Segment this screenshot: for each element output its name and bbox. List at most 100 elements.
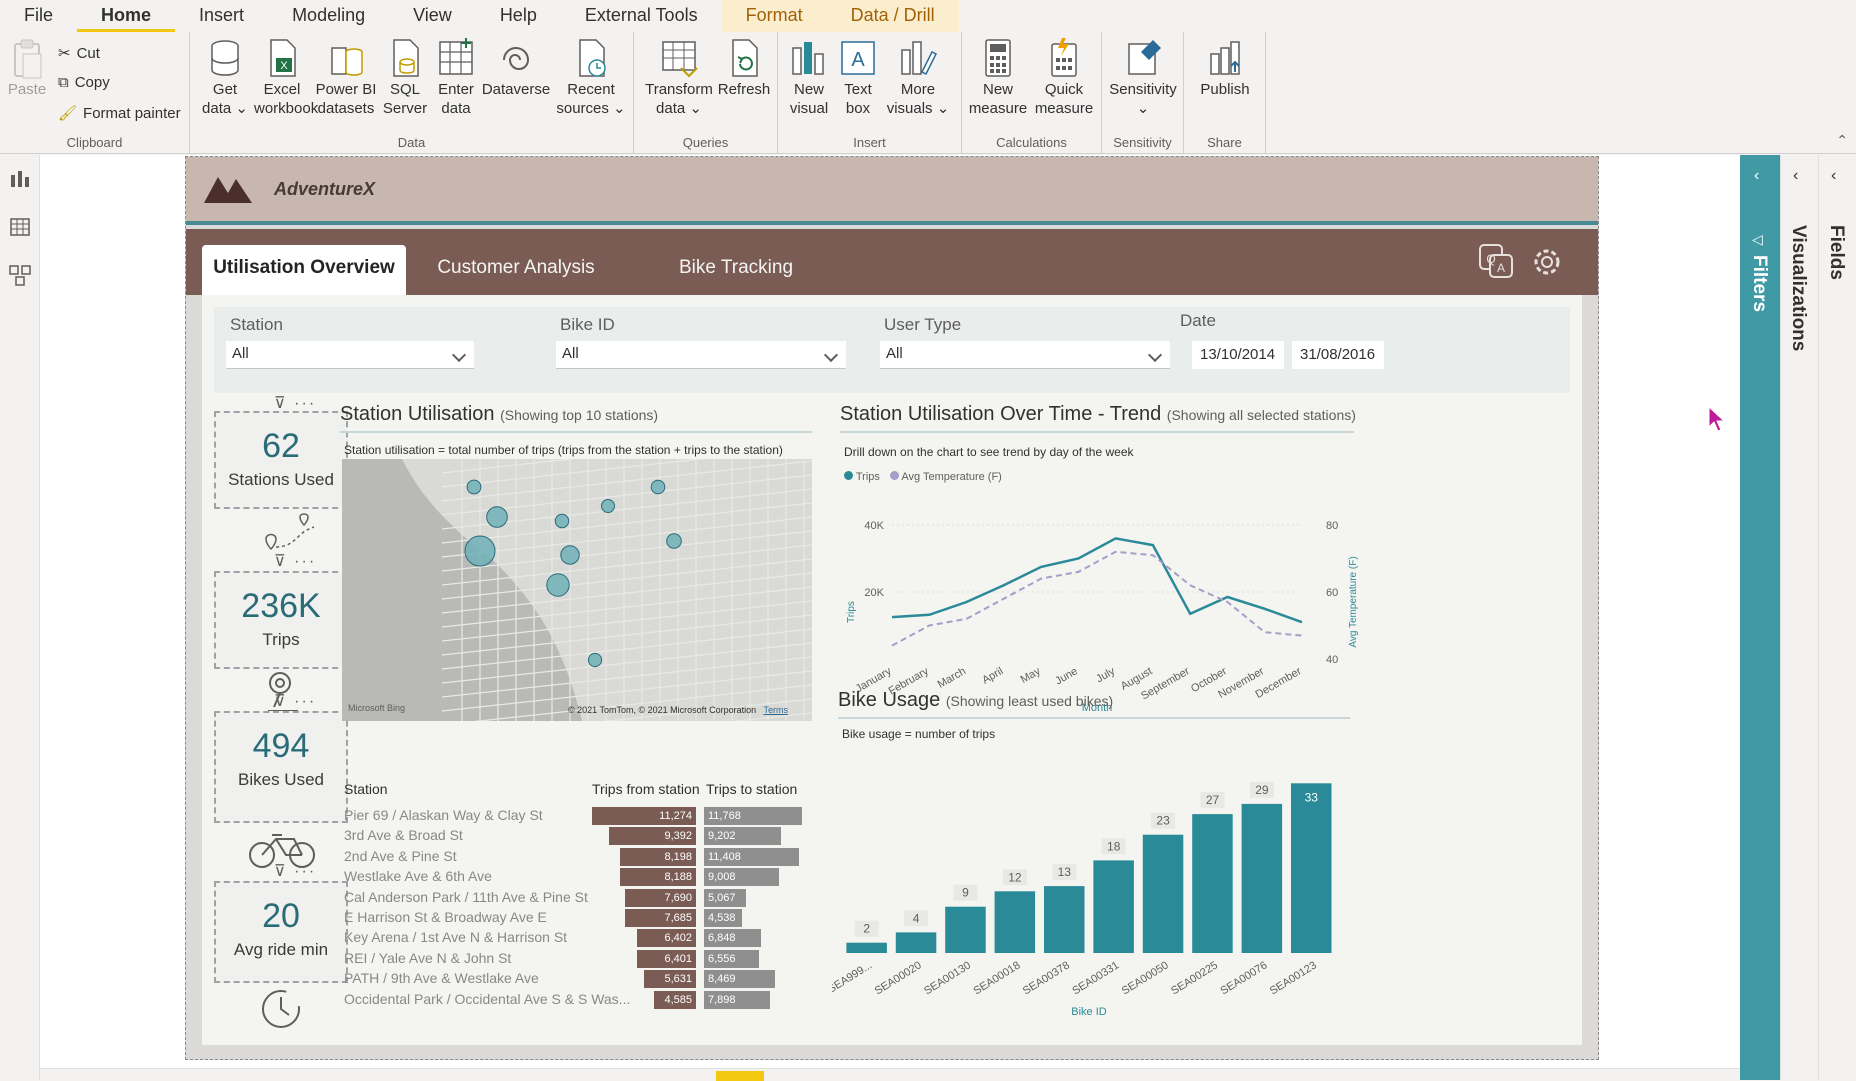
- data-label-bg: [1299, 789, 1324, 806]
- station-slicer-dropdown[interactable]: All: [226, 341, 474, 369]
- tab-utilisation-overview[interactable]: Utilisation Overview: [202, 245, 406, 295]
- more-visuals-button[interactable]: More visuals ⌄: [882, 38, 954, 118]
- date-from-input[interactable]: 13/10/2014: [1192, 341, 1284, 369]
- station-row-label[interactable]: Occidental Park / Occidental Ave S & S W…: [344, 990, 631, 1007]
- menu-file[interactable]: File: [24, 5, 54, 25]
- enter-data-button[interactable]: Enter data: [434, 38, 478, 118]
- excel-workbook-button[interactable]: X Excel workbook: [254, 38, 318, 118]
- user-type-slicer-dropdown[interactable]: All: [880, 341, 1170, 369]
- visualizations-pane[interactable]: ‹ Visualizations: [1780, 155, 1818, 1080]
- enter-data-l1: Enter: [438, 81, 474, 98]
- quick-measure-button[interactable]: Quick measure: [1032, 38, 1096, 118]
- fields-pane[interactable]: ‹ Fields: [1818, 155, 1856, 1080]
- station-row-label[interactable]: Cal Anderson Park / 11th Ave & Pine St: [344, 888, 588, 905]
- station-row-label[interactable]: 2nd Ave & Pine St: [344, 847, 457, 864]
- new-visual-button[interactable]: New visual: [784, 38, 834, 118]
- kpi-card-avg-ride: 20 Avg ride min: [214, 881, 348, 983]
- bike-bar: [895, 932, 937, 953]
- new-measure-l1: New: [982, 81, 1013, 98]
- queries-group-label: Queries: [682, 135, 729, 150]
- format-painter-button[interactable]: 🖌 Format painter: [58, 104, 181, 123]
- station-row-label[interactable]: Pier 69 / Alaskan Way & Clay St: [344, 807, 543, 823]
- dataverse-button[interactable]: Dataverse: [480, 38, 552, 99]
- legend-item-temp[interactable]: Avg Temperature (F): [889, 471, 1002, 483]
- collapse-left-icon[interactable]: ‹: [1754, 167, 1760, 184]
- x-tick-label: SEA999...: [832, 959, 874, 995]
- brush-icon: 🖌: [58, 105, 78, 122]
- data-label: 4: [913, 911, 920, 925]
- kpi-value: 62: [262, 427, 300, 465]
- station-row-label[interactable]: REI / Yale Ave N & John St: [344, 949, 512, 966]
- menu-view[interactable]: View: [413, 5, 452, 25]
- x-tick-label: SEA00378: [1021, 959, 1072, 997]
- model-view-icon[interactable]: [8, 263, 32, 287]
- copy-icon: ⧉: [58, 74, 69, 91]
- legend-item-trips[interactable]: Trips: [844, 471, 880, 483]
- x-axis-label: Month: [1082, 702, 1113, 714]
- date-to-input[interactable]: 31/08/2016: [1292, 341, 1384, 369]
- menu-external-tools[interactable]: External Tools: [584, 5, 698, 25]
- station-row-label[interactable]: PATH / 9th Ave & Westlake Ave: [344, 970, 539, 987]
- y-right-axis-label: Avg Temperature (F): [1348, 556, 1359, 647]
- menu-format[interactable]: Format: [721, 0, 827, 32]
- visual-header-tools[interactable]: ⊽ ···: [274, 863, 317, 880]
- visual-header-tools[interactable]: ⊽ ···: [274, 693, 317, 710]
- station-bubble: [560, 545, 580, 565]
- kpi-value: 236K: [241, 587, 321, 625]
- stations-map-pins-icon: [214, 511, 348, 561]
- cut-button[interactable]: ✂ Cut: [58, 44, 100, 63]
- menu-home[interactable]: Home: [77, 0, 176, 32]
- menu-insert[interactable]: Insert: [199, 5, 245, 25]
- sql-l2: Server: [382, 100, 428, 117]
- trips-to-bar: 7,898: [704, 990, 770, 1009]
- visual-header-tools[interactable]: ⊽ ···: [274, 395, 317, 412]
- y-tick-label: 40K: [864, 520, 884, 532]
- collapse-left-icon[interactable]: ‹: [1831, 167, 1837, 184]
- text-box-button[interactable]: A Text box: [836, 38, 880, 118]
- table-header-station[interactable]: Station: [344, 781, 388, 797]
- station-map[interactable]: Microsoft Bing © 2021 TomTom, © 2021 Mic…: [342, 459, 812, 721]
- power-bi-datasets-button[interactable]: Power BI datasets: [314, 38, 378, 118]
- tab-customer-analysis[interactable]: Customer Analysis: [437, 257, 595, 278]
- y-right-tick-label: 60: [1326, 587, 1338, 599]
- settings-gear-icon[interactable]: [1528, 243, 1566, 286]
- collapse-left-icon[interactable]: ‹: [1793, 167, 1799, 184]
- menu-help[interactable]: Help: [499, 5, 537, 25]
- menu-data-drill[interactable]: Data / Drill: [826, 0, 959, 32]
- copy-button[interactable]: ⧉ Copy: [58, 74, 110, 91]
- filters-pane[interactable]: ‹ ◁ Filters: [1740, 155, 1780, 1080]
- table-header-trips-from[interactable]: Trips from station: [592, 781, 700, 797]
- table-header-trips-to[interactable]: Trips to station: [706, 781, 798, 797]
- kpi-label: Trips: [262, 630, 300, 649]
- paste-button[interactable]: Paste: [6, 38, 48, 99]
- menu-modeling[interactable]: Modeling: [292, 5, 366, 25]
- sql-server-button[interactable]: SQL Server: [380, 38, 430, 118]
- terms-link[interactable]: Terms: [763, 705, 789, 715]
- station-row-label[interactable]: 3rd Ave & Broad St: [344, 827, 463, 844]
- report-page: AdventureX Utilisation Overview Customer…: [185, 156, 1599, 1060]
- station-row-label[interactable]: Key Arena / 1st Ave N & Harrison St: [344, 929, 568, 946]
- sensitivity-button[interactable]: Sensitivity ⌄: [1106, 38, 1180, 118]
- bike-usage-bar-chart[interactable]: 2 SEA999... 4 SEA00020 9 SEA00130 12 SEA00018 13…: [832, 743, 1362, 1033]
- report-view-icon[interactable]: [8, 167, 32, 191]
- station-row-label[interactable]: Westlake Ave & 6th Ave: [344, 868, 492, 885]
- refresh-button[interactable]: Refresh: [716, 38, 772, 99]
- bike-slicer-dropdown[interactable]: All: [556, 341, 846, 369]
- recent-sources-button[interactable]: Recent sources ⌄: [556, 38, 626, 118]
- bike-visual-subtitle: Bike usage = number of trips: [842, 727, 996, 741]
- visual-header-tools[interactable]: ⊽ ···: [274, 553, 317, 570]
- data-view-icon[interactable]: [8, 215, 32, 239]
- transform-icon: [659, 38, 699, 78]
- new-measure-button[interactable]: New measure: [966, 38, 1030, 118]
- collapse-ribbon-icon[interactable]: ⌃: [1836, 132, 1848, 148]
- station-row-label[interactable]: E Harrison St & Broadway Ave E: [344, 909, 547, 925]
- tab-bike-tracking[interactable]: Bike Tracking: [678, 257, 794, 278]
- title-underline: [838, 717, 1350, 719]
- publish-button[interactable]: Publish: [1192, 38, 1258, 99]
- sql-l1: SQL: [389, 81, 420, 98]
- transform-data-button[interactable]: Transform data ⌄: [644, 38, 714, 118]
- ribbon-group-share: Publish Share: [1184, 32, 1266, 154]
- get-data-button[interactable]: Get data ⌄: [198, 38, 252, 118]
